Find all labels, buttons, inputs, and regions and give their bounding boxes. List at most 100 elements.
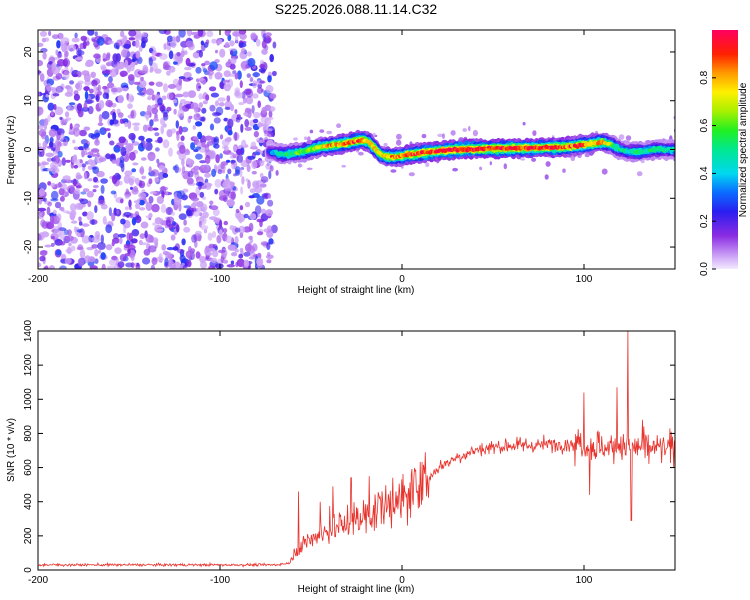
heatmap-noise-blob xyxy=(229,152,235,156)
heatmap-noise-blob xyxy=(117,94,124,104)
heatmap-noise-blob xyxy=(173,61,178,65)
heatmap-noise-blob xyxy=(51,242,55,247)
heatmap-noise-blob xyxy=(132,122,141,126)
heatmap-noise-blob xyxy=(218,102,225,107)
heatmap-halo-blob xyxy=(489,161,492,166)
heatmap-noise-blob xyxy=(239,33,247,40)
snr-ytick-label: 1400 xyxy=(23,319,34,342)
heatmap-noise-blob xyxy=(104,40,108,45)
heatmap-noise-blob xyxy=(198,102,203,108)
heatmap-noise-blob xyxy=(179,144,186,154)
heatmap-halo-blob xyxy=(319,129,325,133)
heatmap-noise-blob xyxy=(261,208,267,215)
heatmap-noise-blob xyxy=(154,217,162,225)
heatmap-noise-blob xyxy=(105,53,111,61)
heatmap-noise-blob xyxy=(252,118,259,124)
heatmap-noise-blob xyxy=(133,200,141,204)
heatmap-noise-blob xyxy=(82,211,88,217)
heatmap-noise-blob xyxy=(170,128,177,134)
heatmap-noise-blob xyxy=(98,100,105,109)
heatmap-noise-blob xyxy=(180,135,185,142)
heatmap-noise-blob xyxy=(76,184,83,189)
heatmap-noise-blob xyxy=(244,126,252,131)
heatmap-noise-blob xyxy=(155,81,163,87)
heatmap-noise-blob xyxy=(114,247,122,255)
heatmap-noise-blob xyxy=(147,126,154,132)
heatmap-noise-blob xyxy=(39,30,48,37)
heatmap-halo-blob xyxy=(532,130,537,137)
heatmap-halo-blob xyxy=(531,157,537,162)
heatmap-noise-blob xyxy=(234,227,241,233)
heatmap-ytick-label: 10 xyxy=(23,95,34,107)
heatmap-noise-blob xyxy=(205,39,210,45)
heatmap-noise-blob xyxy=(201,63,206,67)
heatmap-noise-blob xyxy=(206,251,213,256)
heatmap-noise-blob xyxy=(93,53,101,59)
heatmap-noise-blob xyxy=(49,215,55,225)
heatmap-noise-blob xyxy=(124,206,129,211)
heatmap-noise-blob xyxy=(222,180,231,190)
heatmap-noise-blob xyxy=(53,103,57,111)
heatmap-noise-blob xyxy=(139,167,144,174)
heatmap-noise-blob xyxy=(254,205,262,215)
heatmap-noise-blob xyxy=(89,88,94,94)
heatmap-noise-blob xyxy=(137,92,145,96)
heatmap-noise-blob xyxy=(236,148,243,156)
heatmap-noise-blob xyxy=(198,77,205,81)
heatmap-noise-blob xyxy=(100,234,105,244)
heatmap-noise-blob xyxy=(233,145,237,152)
heatmap-noise-blob xyxy=(269,54,275,63)
heatmap-noise-blob xyxy=(138,192,147,199)
heatmap-noise-blob xyxy=(256,231,264,236)
heatmap-noise-blob xyxy=(50,147,56,151)
heatmap-noise-blob xyxy=(101,110,110,120)
heatmap-noise-blob xyxy=(132,186,138,193)
heatmap-noise-blob xyxy=(234,36,239,43)
heatmap-noise-blob xyxy=(199,191,205,198)
heatmap-noise-blob xyxy=(238,42,247,48)
heatmap-halo-blob xyxy=(601,168,608,175)
heatmap-noise-blob xyxy=(63,118,69,123)
heatmap-noise-blob xyxy=(234,236,239,245)
heatmap-noise-blob xyxy=(139,233,146,240)
heatmap-noise-blob xyxy=(148,196,154,204)
heatmap-noise-blob xyxy=(67,86,73,95)
heatmap-noise-blob xyxy=(264,32,272,37)
heatmap-noise-blob xyxy=(166,216,175,224)
heatmap-noise-blob xyxy=(170,234,176,241)
heatmap-noise-blob xyxy=(128,30,137,37)
heatmap-noise-blob xyxy=(148,57,153,66)
heatmap-noise-blob xyxy=(54,106,64,116)
heatmap-noise-blob xyxy=(83,143,89,149)
heatmap-noise-blob xyxy=(119,254,127,262)
heatmap-noise-blob xyxy=(56,213,62,222)
heatmap-halo-blob xyxy=(520,158,526,161)
heatmap-noise-blob xyxy=(107,265,116,269)
heatmap-noise-blob xyxy=(116,142,124,149)
heatmap-noise-blob xyxy=(239,247,244,253)
heatmap-noise-blob xyxy=(180,259,187,263)
heatmap-noise-blob xyxy=(181,158,185,166)
heatmap-noise-blob xyxy=(96,152,100,157)
heatmap-noise-blob xyxy=(94,139,100,146)
heatmap-noise-blob xyxy=(214,178,222,188)
heatmap-noise-blob xyxy=(100,178,108,184)
heatmap-noise-blob xyxy=(260,176,269,183)
colorbar-tick-label: 0.4 xyxy=(699,166,710,180)
heatmap-noise-blob xyxy=(141,32,148,38)
heatmap-noise-blob xyxy=(201,141,206,148)
heatmap-noise-blob xyxy=(64,257,72,265)
heatmap-noise-blob xyxy=(134,215,142,224)
heatmap-noise-blob xyxy=(211,168,217,178)
heatmap-noise-blob xyxy=(232,70,237,75)
heatmap-noise-blob xyxy=(124,121,129,128)
heatmap-noise-blob xyxy=(111,175,118,184)
heatmap-noise-blob xyxy=(252,243,258,252)
heatmap-noise-blob xyxy=(102,85,108,90)
heatmap-noise-blob xyxy=(162,139,170,149)
heatmap-noise-blob xyxy=(74,57,83,61)
heatmap-noise-blob xyxy=(148,166,152,173)
heatmap-noise-blob xyxy=(45,94,49,98)
heatmap-noise-blob xyxy=(48,128,57,138)
heatmap-noise-blob xyxy=(38,70,42,74)
